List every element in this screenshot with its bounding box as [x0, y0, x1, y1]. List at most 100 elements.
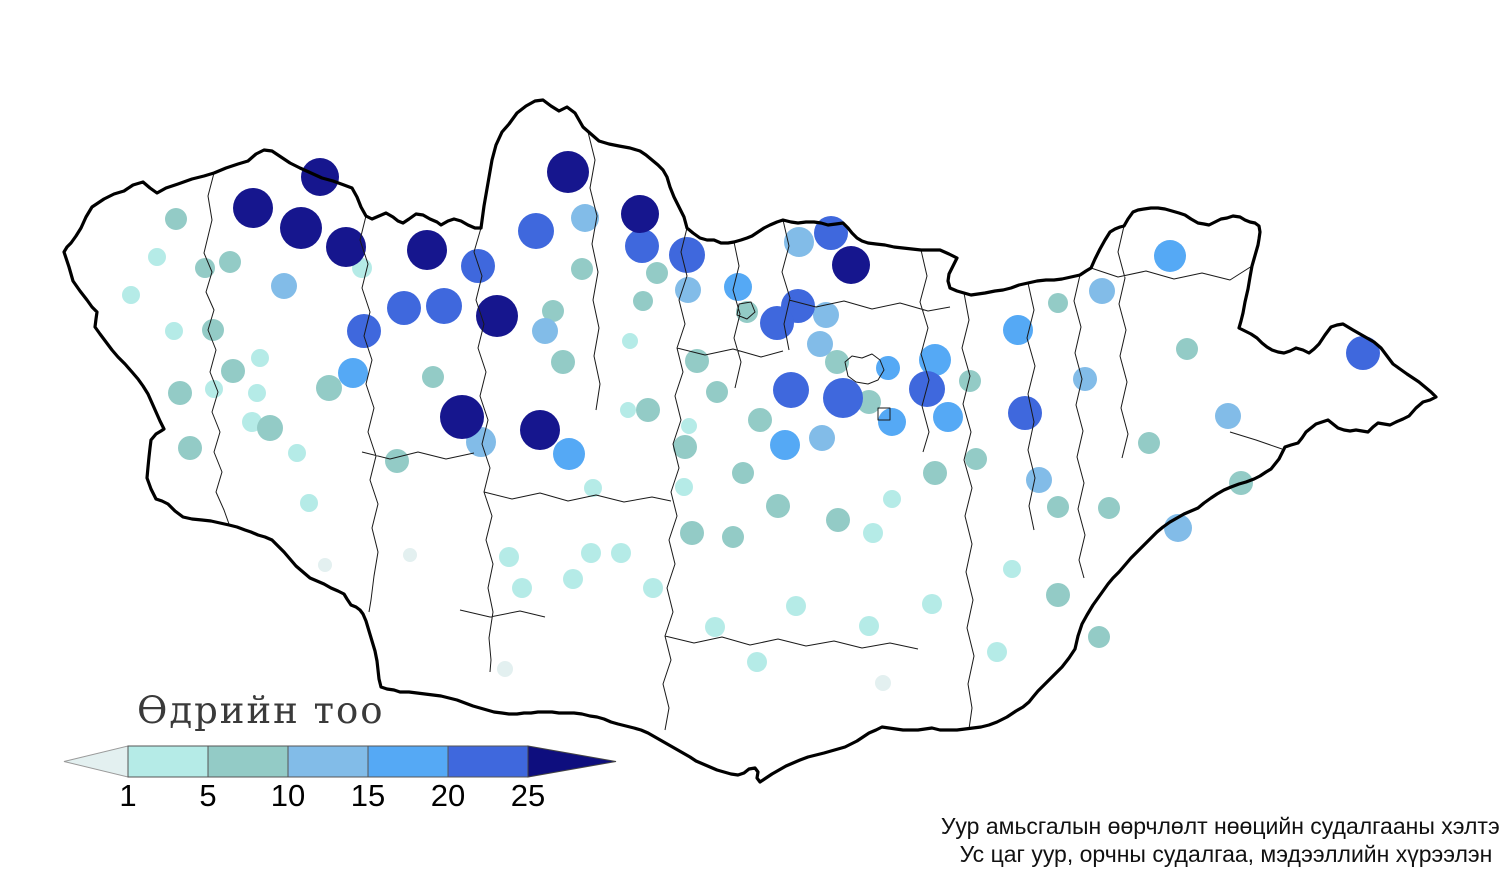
station-dot	[1088, 626, 1110, 648]
station-dot	[766, 494, 790, 518]
station-dot	[257, 415, 283, 441]
station-dot	[987, 642, 1007, 662]
station-dot	[422, 366, 444, 388]
station-dot	[878, 408, 906, 436]
station-dot	[681, 418, 697, 434]
station-dot	[1047, 496, 1069, 518]
station-dot	[760, 306, 794, 340]
station-dot	[571, 204, 599, 232]
station-dot	[621, 195, 659, 233]
station-dot	[347, 314, 381, 348]
station-dot	[773, 372, 809, 408]
station-dot	[959, 370, 981, 392]
station-dot	[547, 151, 589, 193]
station-dots-layer	[122, 151, 1380, 691]
station-dot	[673, 435, 697, 459]
station-dot	[387, 291, 421, 325]
station-dot	[512, 578, 532, 598]
station-dot	[148, 248, 166, 266]
station-dot	[440, 395, 484, 439]
legend-tick-label: 1	[119, 778, 136, 813]
station-dot	[1026, 467, 1052, 493]
station-dot	[807, 331, 833, 357]
legend-arrow-left-icon	[63, 745, 129, 778]
station-dot	[1138, 432, 1160, 454]
station-dot	[520, 410, 560, 450]
station-dot	[1048, 293, 1068, 313]
legend-colorbar-segment	[287, 745, 369, 778]
station-dot	[1176, 338, 1198, 360]
station-dot	[675, 277, 701, 303]
station-dot	[748, 408, 772, 432]
legend-tick-label: 10	[271, 778, 305, 813]
station-dot	[178, 436, 202, 460]
station-dot	[407, 230, 447, 270]
station-dot	[611, 543, 631, 563]
station-dot	[122, 286, 140, 304]
station-dot	[1046, 583, 1070, 607]
legend-tick-label: 25	[511, 778, 545, 813]
station-dot	[620, 402, 636, 418]
station-dot	[205, 380, 223, 398]
station-dot	[825, 350, 849, 374]
station-dot	[675, 478, 693, 496]
station-dot	[965, 448, 987, 470]
station-dot	[636, 398, 660, 422]
legend-tick-label: 15	[351, 778, 385, 813]
station-dot	[233, 188, 273, 228]
station-dot	[1098, 497, 1120, 519]
legend-colorbar-segment	[367, 745, 449, 778]
station-dot	[859, 616, 879, 636]
station-dot	[316, 375, 342, 401]
station-dot	[195, 258, 215, 278]
station-dot	[300, 494, 318, 512]
station-dot	[863, 523, 883, 543]
station-dot	[518, 213, 554, 249]
station-dot	[832, 246, 870, 284]
legend-tick-label: 5	[199, 778, 216, 813]
station-dot	[875, 675, 891, 691]
station-dot	[1089, 278, 1115, 304]
station-dot	[248, 384, 266, 402]
station-dot	[933, 402, 963, 432]
station-dot	[1346, 336, 1380, 370]
station-dot	[622, 333, 638, 349]
station-dot	[786, 596, 806, 616]
station-dot	[165, 208, 187, 230]
station-dot	[813, 302, 839, 328]
station-dot	[770, 430, 800, 460]
station-dot	[1073, 367, 1097, 391]
station-dot	[883, 490, 901, 508]
station-dot	[732, 462, 754, 484]
station-dot	[680, 521, 704, 545]
station-dot	[643, 578, 663, 598]
station-dot	[461, 249, 495, 283]
station-dot	[1003, 315, 1033, 345]
station-dot	[923, 461, 947, 485]
station-dot	[551, 350, 575, 374]
attribution-line-2: Ус цаг уур, орчны судалгаа, мэдээллийн х…	[960, 841, 1493, 867]
station-dot	[242, 412, 262, 432]
station-dot	[922, 594, 942, 614]
legend-colorbar-segment	[447, 745, 529, 778]
station-dot	[271, 273, 297, 299]
station-dot	[251, 349, 269, 367]
station-dot	[338, 358, 368, 388]
legend-arrow-right-icon	[527, 745, 617, 778]
legend-colorbar-segment	[127, 745, 209, 778]
station-dot	[1003, 560, 1021, 578]
station-dot	[581, 543, 601, 563]
station-dot	[724, 273, 752, 301]
station-dot	[532, 318, 558, 344]
station-dot	[385, 449, 409, 473]
station-dot	[705, 617, 725, 637]
station-dot	[669, 237, 705, 273]
country-border	[62, 98, 1438, 784]
station-dot	[919, 344, 951, 376]
station-dot	[280, 207, 322, 249]
station-dot	[497, 661, 513, 677]
station-dot	[1215, 403, 1241, 429]
station-dot	[221, 359, 245, 383]
